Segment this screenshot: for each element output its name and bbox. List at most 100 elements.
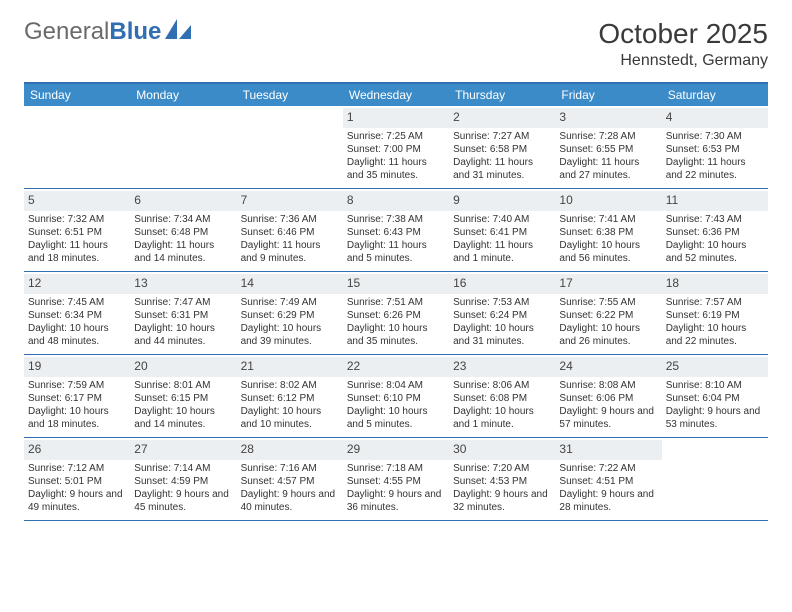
- daylight-text: Daylight: 9 hours and 32 minutes.: [453, 488, 551, 514]
- sunrise-text: Sunrise: 7:32 AM: [28, 213, 126, 226]
- sunset-text: Sunset: 6:17 PM: [28, 392, 126, 405]
- sunrise-text: Sunrise: 7:47 AM: [134, 296, 232, 309]
- daylight-text: Daylight: 9 hours and 45 minutes.: [134, 488, 232, 514]
- calendar-cell: [237, 106, 343, 188]
- calendar-cell: [24, 106, 130, 188]
- daylight-text: Daylight: 11 hours and 22 minutes.: [666, 156, 764, 182]
- day-number: 30: [449, 440, 555, 460]
- calendar-cell: 11Sunrise: 7:43 AMSunset: 6:36 PMDayligh…: [662, 189, 768, 271]
- brand-logo: GeneralBlue: [24, 18, 191, 46]
- day-number: 29: [343, 440, 449, 460]
- sunset-text: Sunset: 6:08 PM: [453, 392, 551, 405]
- calendar-cell: 22Sunrise: 8:04 AMSunset: 6:10 PMDayligh…: [343, 355, 449, 437]
- location-label: Hennstedt, Germany: [598, 52, 768, 70]
- daylight-text: Daylight: 11 hours and 35 minutes.: [347, 156, 445, 182]
- calendar-cell: 16Sunrise: 7:53 AMSunset: 6:24 PMDayligh…: [449, 272, 555, 354]
- day-number: 6: [130, 191, 236, 211]
- sunset-text: Sunset: 4:53 PM: [453, 475, 551, 488]
- sunset-text: Sunset: 6:22 PM: [559, 309, 657, 322]
- sunset-text: Sunset: 6:12 PM: [241, 392, 339, 405]
- sunset-text: Sunset: 6:24 PM: [453, 309, 551, 322]
- day-header: Tuesday: [237, 84, 343, 106]
- day-number: 7: [237, 191, 343, 211]
- sunrise-text: Sunrise: 7:20 AM: [453, 462, 551, 475]
- calendar-cell: 8Sunrise: 7:38 AMSunset: 6:43 PMDaylight…: [343, 189, 449, 271]
- day-number: 2: [449, 108, 555, 128]
- sunrise-text: Sunrise: 7:27 AM: [453, 130, 551, 143]
- sunrise-text: Sunrise: 7:14 AM: [134, 462, 232, 475]
- sunrise-text: Sunrise: 7:53 AM: [453, 296, 551, 309]
- calendar-cell: 18Sunrise: 7:57 AMSunset: 6:19 PMDayligh…: [662, 272, 768, 354]
- sunset-text: Sunset: 6:41 PM: [453, 226, 551, 239]
- sunrise-text: Sunrise: 7:18 AM: [347, 462, 445, 475]
- sunrise-text: Sunrise: 7:22 AM: [559, 462, 657, 475]
- sunrise-text: Sunrise: 7:34 AM: [134, 213, 232, 226]
- daylight-text: Daylight: 11 hours and 5 minutes.: [347, 239, 445, 265]
- calendar-cell: 30 Sunrise: 7:20 AMSunset: 4:53 PMDayligh…: [449, 438, 555, 520]
- sunrise-text: Sunrise: 8:01 AM: [134, 379, 232, 392]
- sunrise-text: Sunrise: 7:30 AM: [666, 130, 764, 143]
- sunset-text: Sunset: 7:00 PM: [347, 143, 445, 156]
- sunset-text: Sunset: 4:51 PM: [559, 475, 657, 488]
- sunset-text: Sunset: 4:55 PM: [347, 475, 445, 488]
- daylight-text: Daylight: 11 hours and 1 minute.: [453, 239, 551, 265]
- daylight-text: Daylight: 10 hours and 10 minutes.: [241, 405, 339, 431]
- day-number: 20: [130, 357, 236, 377]
- week-row: 1Sunrise: 7:25 AMSunset: 7:00 PMDaylight…: [24, 106, 768, 189]
- sail-icon: [165, 18, 191, 46]
- sunrise-text: Sunrise: 7:45 AM: [28, 296, 126, 309]
- calendar-cell: 20Sunrise: 8:01 AMSunset: 6:15 PMDayligh…: [130, 355, 236, 437]
- day-number: 19: [24, 357, 130, 377]
- sunrise-text: Sunrise: 7:40 AM: [453, 213, 551, 226]
- day-number: 25: [662, 357, 768, 377]
- sunrise-text: Sunrise: 7:41 AM: [559, 213, 657, 226]
- sunset-text: Sunset: 6:34 PM: [28, 309, 126, 322]
- day-number: 11: [662, 191, 768, 211]
- sunset-text: Sunset: 6:04 PM: [666, 392, 764, 405]
- sunset-text: Sunset: 6:55 PM: [559, 143, 657, 156]
- calendar-cell: 19Sunrise: 7:59 AMSunset: 6:17 PMDayligh…: [24, 355, 130, 437]
- sunset-text: Sunset: 6:51 PM: [28, 226, 126, 239]
- calendar-cell: 28Sunrise: 7:16 AMSunset: 4:57 PMDayligh…: [237, 438, 343, 520]
- sunset-text: Sunset: 6:58 PM: [453, 143, 551, 156]
- sunset-text: Sunset: 6:19 PM: [666, 309, 764, 322]
- week-row: 5 Sunrise: 7:32 AMSunset: 6:51 PM Daylight…: [24, 189, 768, 272]
- week-row: 26Sunrise: 7:12 AMSunset: 5:01 PMDayligh…: [24, 438, 768, 521]
- week-row: 19Sunrise: 7:59 AMSunset: 6:17 PMDayligh…: [24, 355, 768, 438]
- calendar-cell: [130, 106, 236, 188]
- sunrise-text: Sunrise: 8:10 AM: [666, 379, 764, 392]
- sunset-text: Sunset: 6:06 PM: [559, 392, 657, 405]
- day-header: Saturday: [662, 84, 768, 106]
- calendar-cell: 17Sunrise: 7:55 AMSunset: 6:22 PMDayligh…: [555, 272, 661, 354]
- day-number: 12: [24, 274, 130, 294]
- daylight-text: Daylight: 11 hours and 31 minutes.: [453, 156, 551, 182]
- calendar-cell: 9Sunrise: 7:40 AMSunset: 6:41 PMDaylight…: [449, 189, 555, 271]
- daylight-text: Daylight: 10 hours and 5 minutes.: [347, 405, 445, 431]
- daylight-text: Daylight: 10 hours and 26 minutes.: [559, 322, 657, 348]
- sunset-text: Sunset: 6:43 PM: [347, 226, 445, 239]
- day-header: Friday: [555, 84, 661, 106]
- day-header: Monday: [130, 84, 236, 106]
- sunset-text: Sunset: 6:26 PM: [347, 309, 445, 322]
- sunset-text: Sunset: 6:29 PM: [241, 309, 339, 322]
- calendar-cell: 1Sunrise: 7:25 AMSunset: 7:00 PMDaylight…: [343, 106, 449, 188]
- daylight-text: Daylight: 9 hours and 28 minutes.: [559, 488, 657, 514]
- calendar-cell: 7Sunrise: 7:36 AMSunset: 6:46 PMDaylight…: [237, 189, 343, 271]
- day-number: 8: [343, 191, 449, 211]
- sunrise-text: Sunrise: 7:36 AM: [241, 213, 339, 226]
- day-number: 10: [555, 191, 661, 211]
- calendar-cell: 5Sunrise: 7:32 AMSunset: 6:51 PMDaylight…: [24, 189, 130, 271]
- day-number: 31: [555, 440, 661, 460]
- daylight-text: Daylight: 10 hours and 31 minutes.: [453, 322, 551, 348]
- sunrise-text: Sunrise: 7:51 AM: [347, 296, 445, 309]
- day-number: 28: [237, 440, 343, 460]
- daylight-text: Daylight: 9 hours and 53 minutes.: [666, 405, 764, 431]
- brand-first: General: [24, 18, 109, 46]
- day-number: 26: [24, 440, 130, 460]
- header: GeneralBlue October 2025 Hennstedt, Germ…: [24, 18, 768, 70]
- sunrise-text: Sunrise: 7:12 AM: [28, 462, 126, 475]
- day-number: 5: [24, 191, 130, 211]
- daylight-text: Daylight: 10 hours and 1 minute.: [453, 405, 551, 431]
- month-title: October 2025: [598, 18, 768, 50]
- sunrise-text: Sunrise: 7:55 AM: [559, 296, 657, 309]
